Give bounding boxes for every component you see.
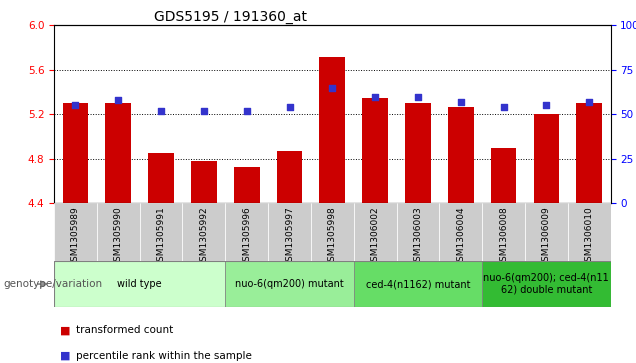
Point: [370, 94, 380, 99]
FancyBboxPatch shape: [225, 261, 354, 307]
FancyBboxPatch shape: [396, 203, 439, 261]
Bar: [534, 114, 559, 203]
Text: GSM1305991: GSM1305991: [156, 206, 165, 267]
Text: nuo-6(qm200); ced-4(n11
62) double mutant: nuo-6(qm200); ced-4(n11 62) double mutan…: [483, 273, 609, 295]
Text: GSM1306008: GSM1306008: [499, 206, 508, 267]
Text: GSM1305998: GSM1305998: [328, 206, 337, 267]
FancyBboxPatch shape: [311, 203, 354, 261]
Point: [327, 85, 337, 90]
Point: [71, 102, 81, 108]
Point: [113, 97, 123, 103]
Text: ced-4(n1162) mutant: ced-4(n1162) mutant: [366, 279, 470, 289]
Bar: [448, 107, 474, 203]
Text: GSM1306002: GSM1306002: [371, 206, 380, 267]
Bar: [363, 98, 388, 203]
FancyBboxPatch shape: [140, 203, 183, 261]
Text: GSM1305990: GSM1305990: [114, 206, 123, 267]
FancyBboxPatch shape: [354, 261, 482, 307]
FancyBboxPatch shape: [225, 203, 268, 261]
Text: GSM1306010: GSM1306010: [584, 206, 593, 267]
Text: GSM1306003: GSM1306003: [413, 206, 422, 267]
Bar: [106, 103, 131, 203]
FancyBboxPatch shape: [268, 203, 311, 261]
Point: [284, 104, 294, 110]
Point: [199, 108, 209, 114]
FancyBboxPatch shape: [482, 261, 611, 307]
Point: [541, 102, 551, 108]
Bar: [576, 103, 602, 203]
FancyBboxPatch shape: [354, 203, 396, 261]
Text: GSM1305996: GSM1305996: [242, 206, 251, 267]
Text: nuo-6(qm200) mutant: nuo-6(qm200) mutant: [235, 279, 344, 289]
Bar: [319, 57, 345, 203]
Bar: [148, 153, 174, 203]
FancyBboxPatch shape: [568, 203, 611, 261]
Bar: [62, 103, 88, 203]
Text: GSM1305992: GSM1305992: [200, 206, 209, 267]
Text: transformed count: transformed count: [76, 325, 174, 335]
Text: wild type: wild type: [118, 279, 162, 289]
Text: GSM1306004: GSM1306004: [456, 206, 465, 267]
Point: [584, 99, 594, 105]
Point: [242, 108, 252, 114]
Point: [499, 104, 509, 110]
Text: GSM1305989: GSM1305989: [71, 206, 80, 267]
FancyBboxPatch shape: [54, 261, 225, 307]
FancyBboxPatch shape: [54, 203, 97, 261]
Text: ■: ■: [60, 325, 74, 335]
Bar: [491, 148, 516, 203]
Bar: [277, 151, 302, 203]
FancyBboxPatch shape: [97, 203, 140, 261]
FancyBboxPatch shape: [525, 203, 568, 261]
Point: [455, 99, 466, 105]
Text: ■: ■: [60, 351, 74, 361]
Point: [413, 94, 423, 99]
Bar: [405, 103, 431, 203]
Text: genotype/variation: genotype/variation: [3, 279, 102, 289]
Text: GDS5195 / 191360_at: GDS5195 / 191360_at: [155, 11, 307, 24]
Bar: [191, 161, 217, 203]
Text: GSM1306009: GSM1306009: [542, 206, 551, 267]
Bar: [234, 167, 259, 203]
Point: [156, 108, 166, 114]
FancyBboxPatch shape: [439, 203, 482, 261]
Text: percentile rank within the sample: percentile rank within the sample: [76, 351, 252, 361]
Text: GSM1305997: GSM1305997: [285, 206, 294, 267]
FancyBboxPatch shape: [482, 203, 525, 261]
FancyBboxPatch shape: [183, 203, 225, 261]
